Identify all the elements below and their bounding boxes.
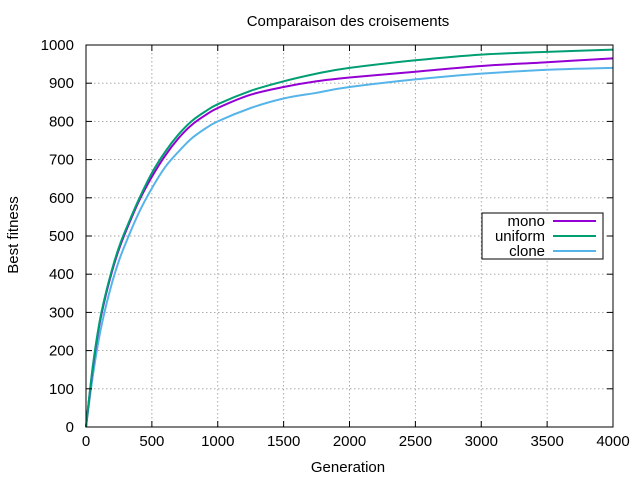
y-tick-labels: 0 100 200 300 400 500 600 700 800 900 1000 [41, 37, 74, 436]
x-tick-label: 2500 [399, 433, 432, 450]
legend-label-clone: clone [509, 243, 545, 260]
x-tick-label: 1500 [267, 433, 300, 450]
y-tick-label: 800 [49, 113, 74, 130]
x-tick-label: 3500 [530, 433, 563, 450]
series-line-uniform [85, 48, 614, 428]
y-tick-label: 900 [49, 75, 74, 92]
y-tick-label: 300 [49, 304, 74, 321]
y-tick-label: 600 [49, 190, 74, 207]
series-line-clone [85, 66, 614, 428]
y-tick-label: 700 [49, 152, 74, 169]
legend-label-mono: mono [507, 213, 545, 230]
series-lines [85, 48, 614, 428]
y-tick-label: 500 [49, 228, 74, 245]
y-tick-label: 0 [66, 419, 74, 436]
y-tick-label: 400 [49, 266, 74, 283]
x-tick-label: 1000 [201, 433, 234, 450]
x-tick-label: 3000 [465, 433, 498, 450]
x-tick-label: 0 [82, 433, 90, 450]
y-tick-label: 200 [49, 343, 74, 360]
x-tick-labels: 0 500 1000 1500 2000 2500 3000 3500 4000 [82, 433, 630, 450]
chart-title: Comparaison des croisements [247, 13, 450, 30]
y-axis-label: Best fitness [5, 196, 22, 274]
legend-label-uniform: uniform [495, 228, 545, 245]
axis-ticks [85, 44, 614, 428]
x-tick-label: 500 [139, 433, 164, 450]
y-tick-label: 100 [49, 381, 74, 398]
y-tick-label: 1000 [41, 37, 74, 54]
x-tick-label: 4000 [596, 433, 629, 450]
x-axis-label: Generation [311, 459, 385, 476]
x-tick-label: 2000 [333, 433, 366, 450]
